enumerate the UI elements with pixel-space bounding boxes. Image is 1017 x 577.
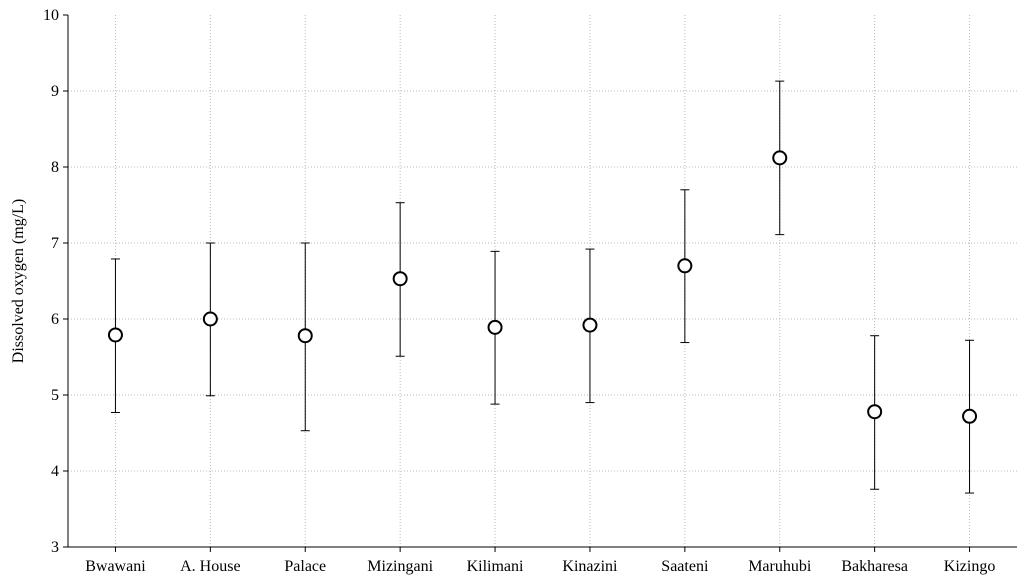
mean-point	[962, 408, 978, 424]
x-tick-label: Bakharesa	[841, 558, 908, 575]
y-tick-label: 3	[51, 539, 59, 556]
mean-point	[107, 327, 123, 343]
error-bar-group	[582, 248, 598, 404]
error-bar-group	[962, 339, 978, 494]
axis-layer	[63, 14, 1017, 552]
error-bar-group	[677, 189, 693, 344]
x-tick-label: Bwawani	[85, 558, 146, 575]
x-tick-label: Saateni	[661, 558, 709, 575]
x-tick-label: Maruhubi	[748, 558, 812, 575]
error-bar-group	[202, 242, 218, 397]
y-tick-label: 6	[51, 311, 59, 328]
mean-point	[867, 404, 883, 420]
label-layer: 3 4 5 6 7 8 9 10 Bwawani A. House Palace Mizingani K…	[10, 7, 995, 575]
mean-point	[677, 258, 693, 274]
mean-point	[202, 311, 218, 327]
x-tick-label: A. House	[180, 558, 240, 575]
y-tick-label: 8	[51, 159, 59, 176]
y-tick-label: 4	[51, 463, 59, 480]
error-bar-group	[772, 80, 788, 236]
y-tick-label: 9	[51, 83, 59, 100]
error-bar-group	[392, 202, 408, 357]
mean-point	[297, 328, 313, 344]
mean-point	[772, 150, 788, 166]
y-tick-label: 10	[43, 7, 59, 24]
mean-point	[582, 317, 598, 333]
mean-point	[487, 319, 503, 335]
y-tick-label: 7	[51, 235, 59, 252]
y-axis-title: Dissolved oxygen (mg/L)	[10, 199, 27, 363]
grid-layer	[68, 15, 1017, 547]
mean-point	[392, 271, 408, 287]
x-tick-label: Kizingo	[944, 558, 996, 575]
x-tick-label: Kilimani	[467, 558, 524, 575]
y-tick-label: 5	[51, 387, 59, 404]
x-tick-label: Palace	[284, 558, 326, 575]
error-bar-group	[487, 250, 503, 405]
x-tick-label: Mizingani	[367, 558, 433, 575]
x-tick-label: Kinazini	[562, 558, 618, 575]
error-bar-group	[867, 335, 883, 490]
error-bar-group	[297, 242, 313, 432]
error-bar-group	[107, 258, 123, 413]
series-layer	[107, 80, 978, 494]
